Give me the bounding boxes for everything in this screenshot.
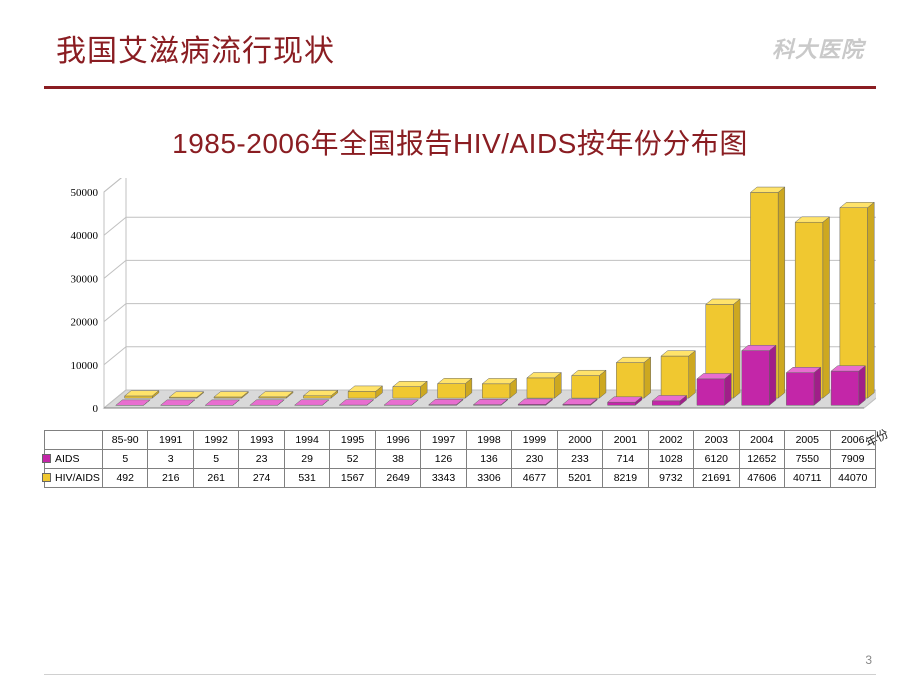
value-cell: 3 <box>148 450 193 469</box>
value-cell: 2649 <box>375 469 420 488</box>
value-cell: 714 <box>603 450 648 469</box>
value-cell: 6120 <box>694 450 739 469</box>
value-cell: 44070 <box>830 469 876 488</box>
category-cell: 1998 <box>466 431 511 450</box>
chart-title: 1985-2006年全国报告HIV/AIDS按年份分布图 <box>172 128 748 159</box>
category-cell: 1991 <box>148 431 193 450</box>
category-cell: 2006 <box>830 431 876 450</box>
value-cell: 1567 <box>330 469 375 488</box>
category-cell: 1995 <box>330 431 375 450</box>
category-cell: 2001 <box>603 431 648 450</box>
value-cell: 3343 <box>421 469 466 488</box>
category-cell: 2000 <box>557 431 602 450</box>
chart-title-wrap: 1985-2006年全国报告HIV/AIDS按年份分布图 <box>0 122 920 162</box>
category-cell: 85-90 <box>103 431 148 450</box>
value-cell: 1028 <box>648 450 693 469</box>
category-cell: 2003 <box>694 431 739 450</box>
data-table: 85-9019911992199319941995199619971998199… <box>44 430 876 488</box>
category-cell: 2004 <box>739 431 784 450</box>
value-cell: 136 <box>466 450 511 469</box>
svg-text:50000: 50000 <box>71 187 99 199</box>
value-cell: 8219 <box>603 469 648 488</box>
value-cell: 7909 <box>830 450 876 469</box>
series-label: AIDS <box>45 450 103 469</box>
value-cell: 230 <box>512 450 557 469</box>
value-cell: 5 <box>103 450 148 469</box>
blank-cell <box>45 431 103 450</box>
category-cell: 1993 <box>239 431 284 450</box>
svg-text:20000: 20000 <box>71 317 99 329</box>
value-cell: 274 <box>239 469 284 488</box>
table-header-row: 85-9019911992199319941995199619971998199… <box>45 431 876 450</box>
value-cell: 29 <box>284 450 329 469</box>
svg-text:40000: 40000 <box>71 230 99 242</box>
category-cell: 2005 <box>785 431 830 450</box>
value-cell: 7550 <box>785 450 830 469</box>
value-cell: 21691 <box>694 469 739 488</box>
value-cell: 261 <box>193 469 238 488</box>
value-cell: 5 <box>193 450 238 469</box>
value-cell: 52 <box>330 450 375 469</box>
value-cell: 3306 <box>466 469 511 488</box>
page-number: 3 <box>865 653 872 667</box>
value-cell: 5201 <box>557 469 602 488</box>
legend-swatch <box>42 473 51 482</box>
divider-bottom <box>44 674 876 675</box>
header: 我国艾滋病流行现状 科大医院 <box>0 26 920 70</box>
category-cell: 2002 <box>648 431 693 450</box>
legend-swatch <box>42 454 51 463</box>
value-cell: 216 <box>148 469 193 488</box>
divider-top <box>44 86 876 89</box>
slide: 我国艾滋病流行现状 科大医院 1985-2006年全国报告HIV/AIDS按年份… <box>0 0 920 689</box>
value-cell: 4677 <box>512 469 557 488</box>
series-label: HIV/AIDS <box>45 469 103 488</box>
value-cell: 23 <box>239 450 284 469</box>
value-cell: 9732 <box>648 469 693 488</box>
category-cell: 1999 <box>512 431 557 450</box>
series-row: HIV/AIDS49221626127453115672649334333064… <box>45 469 876 488</box>
value-cell: 233 <box>557 450 602 469</box>
value-cell: 126 <box>421 450 466 469</box>
svg-text:30000: 30000 <box>71 273 99 285</box>
value-cell: 492 <box>103 469 148 488</box>
value-cell: 40711 <box>785 469 830 488</box>
svg-text:0: 0 <box>93 403 99 415</box>
category-cell: 1994 <box>284 431 329 450</box>
svg-text:10000: 10000 <box>71 360 99 372</box>
value-cell: 38 <box>375 450 420 469</box>
value-cell: 12652 <box>739 450 784 469</box>
slide-title: 我国艾滋病流行现状 <box>56 26 335 70</box>
category-cell: 1997 <box>421 431 466 450</box>
category-cell: 1996 <box>375 431 420 450</box>
data-table-wrap: 85-9019911992199319941995199619971998199… <box>44 430 876 488</box>
logo: 科大医院 <box>772 32 864 64</box>
category-cell: 1992 <box>193 431 238 450</box>
series-row: AIDS535232952381261362302337141028612012… <box>45 450 876 469</box>
value-cell: 47606 <box>739 469 784 488</box>
value-cell: 531 <box>284 469 329 488</box>
